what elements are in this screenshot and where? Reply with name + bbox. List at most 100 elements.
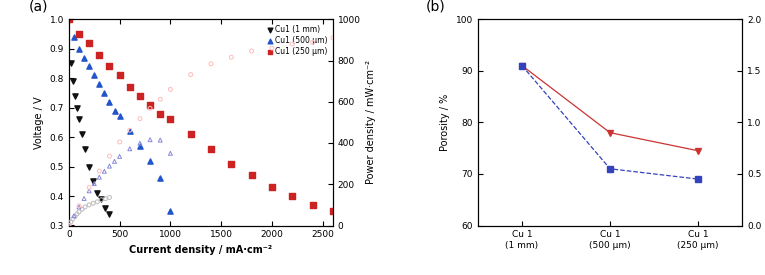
Cu1 (1 mm) bbox=[99, 206, 112, 210]
Cu1 (500 μm) bbox=[73, 46, 85, 51]
Cu1 (250 μm) bbox=[265, 185, 278, 189]
Point bbox=[79, 205, 91, 209]
Point bbox=[164, 87, 177, 92]
X-axis label: Current density / mA·cm⁻²: Current density / mA·cm⁻² bbox=[129, 245, 272, 255]
Cu1 (250 μm) bbox=[93, 53, 106, 57]
Cu1 (1 mm) bbox=[69, 94, 81, 98]
Y-axis label: Voltage / V: Voltage / V bbox=[34, 96, 44, 149]
Point bbox=[78, 196, 90, 201]
Point bbox=[63, 223, 75, 228]
Cu1 (250 μm) bbox=[184, 132, 197, 136]
Point bbox=[184, 72, 197, 77]
Point bbox=[98, 169, 110, 174]
Point bbox=[307, 40, 319, 45]
Point bbox=[65, 220, 77, 224]
Cu1 (250 μm) bbox=[144, 103, 156, 107]
Point bbox=[83, 189, 96, 193]
Cu1 (500 μm) bbox=[88, 73, 100, 78]
Cu1 (250 μm) bbox=[205, 147, 217, 151]
Point bbox=[71, 212, 83, 216]
Point bbox=[73, 210, 85, 214]
Point bbox=[103, 164, 116, 168]
Y-axis label: Power density / mW·cm⁻²: Power density / mW·cm⁻² bbox=[366, 60, 376, 184]
Cu1 (250 μm) bbox=[124, 85, 136, 89]
Cu1 (500 μm) bbox=[98, 91, 110, 95]
Cu1 (1 mm) bbox=[67, 79, 79, 83]
Cu1 (1 mm) bbox=[73, 117, 85, 122]
Cu1 (500 μm) bbox=[109, 108, 121, 113]
Cu1 (500 μm) bbox=[103, 100, 116, 104]
Cu1 (250 μm) bbox=[327, 208, 339, 213]
Point bbox=[88, 182, 100, 186]
Cu1 (1 mm) bbox=[63, 17, 75, 21]
Point bbox=[99, 196, 112, 201]
Point bbox=[246, 49, 258, 53]
Point bbox=[69, 214, 81, 219]
Point bbox=[109, 159, 121, 164]
Point bbox=[286, 42, 298, 46]
Point bbox=[124, 147, 136, 151]
Cu1 (250 μm) bbox=[286, 194, 298, 198]
Cu1 (500 μm) bbox=[134, 144, 146, 148]
Point bbox=[144, 138, 156, 142]
Cu1 (1 mm) bbox=[103, 211, 116, 216]
Y-axis label: Porosity / %: Porosity / % bbox=[441, 94, 451, 151]
Cu1 (1 mm) bbox=[71, 105, 83, 110]
Point bbox=[83, 203, 96, 207]
Cu1 (1 mm) bbox=[76, 132, 88, 136]
Point bbox=[124, 128, 136, 132]
Point bbox=[103, 195, 116, 200]
Cu1 (500 μm) bbox=[63, 17, 75, 21]
Cu1 (1 mm) bbox=[95, 197, 107, 201]
Point bbox=[225, 55, 237, 59]
Cu1 (1 mm) bbox=[91, 191, 103, 195]
Point bbox=[113, 154, 125, 159]
Cu1 (500 μm) bbox=[164, 208, 177, 213]
Point bbox=[93, 169, 106, 173]
Point bbox=[154, 97, 166, 101]
Point bbox=[63, 223, 75, 228]
Cu1 (1 mm) bbox=[65, 61, 77, 66]
Point bbox=[103, 154, 116, 158]
Point bbox=[265, 46, 278, 50]
Point bbox=[327, 35, 339, 40]
Cu1 (250 μm) bbox=[134, 94, 146, 98]
Point bbox=[87, 201, 99, 205]
Cu1 (500 μm) bbox=[68, 35, 80, 39]
Cu1 (250 μm) bbox=[113, 73, 125, 78]
Cu1 (1 mm) bbox=[83, 164, 96, 169]
Cu1 (500 μm) bbox=[93, 82, 106, 86]
Cu1 (250 μm) bbox=[246, 173, 258, 178]
Point bbox=[63, 223, 75, 228]
Cu1 (250 μm) bbox=[83, 41, 96, 45]
Point bbox=[144, 106, 156, 111]
Point bbox=[83, 185, 96, 190]
Point bbox=[76, 207, 88, 211]
Point bbox=[134, 141, 146, 145]
Point bbox=[205, 62, 217, 66]
Cu1 (1 mm) bbox=[87, 179, 99, 183]
Cu1 (500 μm) bbox=[154, 176, 166, 181]
Cu1 (250 μm) bbox=[307, 203, 319, 207]
Point bbox=[68, 214, 80, 218]
Cu1 (500 μm) bbox=[78, 55, 90, 60]
Point bbox=[67, 217, 79, 221]
Point bbox=[73, 205, 85, 209]
Point bbox=[164, 151, 177, 155]
Cu1 (1 mm) bbox=[79, 147, 91, 151]
Cu1 (500 μm) bbox=[83, 64, 96, 68]
Point bbox=[91, 200, 103, 204]
Point bbox=[95, 197, 107, 202]
Cu1 (500 μm) bbox=[144, 158, 156, 163]
Cu1 (250 μm) bbox=[164, 117, 177, 122]
Text: (a): (a) bbox=[29, 0, 49, 14]
Point bbox=[154, 138, 166, 142]
Cu1 (500 μm) bbox=[113, 114, 125, 119]
Cu1 (250 μm) bbox=[154, 111, 166, 116]
Point bbox=[113, 140, 125, 144]
Text: (b): (b) bbox=[425, 0, 445, 14]
Point bbox=[93, 175, 106, 179]
Cu1 (250 μm) bbox=[103, 64, 116, 68]
Legend: Cu1 (1 mm), Cu1 (500 μm), Cu1 (250 μm): Cu1 (1 mm), Cu1 (500 μm), Cu1 (250 μm) bbox=[266, 23, 329, 58]
Point bbox=[134, 116, 146, 121]
